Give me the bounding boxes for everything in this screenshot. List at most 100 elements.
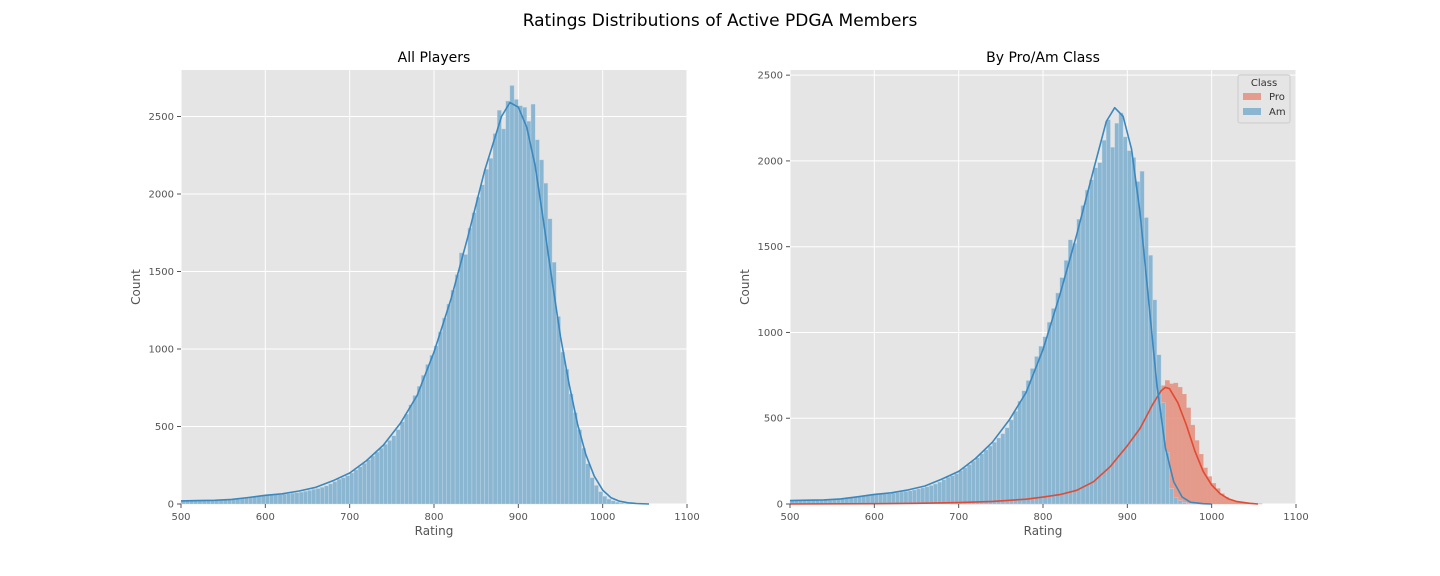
histogram-bar (1051, 308, 1056, 505)
histogram-bar (395, 429, 401, 505)
histogram-bar (526, 120, 532, 505)
x-tick-label: 700 (949, 512, 968, 523)
histogram-bar (996, 437, 1002, 505)
histogram-bar (471, 212, 477, 505)
histogram-bar (954, 473, 959, 505)
histogram-bar (1000, 433, 1006, 505)
legend-swatch-pro (1243, 93, 1261, 100)
histogram-bar (971, 460, 976, 505)
histogram-bar (1068, 239, 1073, 505)
histogram-bar (273, 494, 279, 505)
y-tick-label: 2500 (149, 112, 174, 123)
histogram-bar (1013, 411, 1018, 505)
histogram-bar (404, 413, 409, 505)
histogram-bar (924, 486, 930, 505)
histogram-bar (438, 331, 443, 505)
histogram-bar (1118, 112, 1124, 505)
histogram-bar (1042, 336, 1048, 505)
histogram-bar (311, 489, 317, 505)
x-tick-label: 1100 (1283, 512, 1308, 523)
histogram-bar (1063, 260, 1069, 505)
histogram-bar (408, 404, 414, 505)
histogram-bar (1106, 119, 1111, 505)
histogram-bar (1030, 368, 1035, 505)
histogram-bar (332, 481, 338, 505)
figure-suptitle: Ratings Distributions of Active PDGA Mem… (523, 11, 918, 31)
legend-label-pro: Pro (1269, 92, 1285, 103)
histogram-bar (861, 495, 867, 505)
histogram-bar (920, 487, 926, 505)
histogram-bar (1181, 502, 1187, 505)
y-tick-label: 2000 (758, 156, 783, 167)
histogram-bar (895, 492, 900, 505)
histogram-bar (874, 494, 879, 505)
y-tick-label: 500 (155, 422, 174, 433)
histogram-bar (912, 489, 917, 505)
histogram-bar (501, 128, 506, 505)
histogram-bar (983, 449, 989, 505)
histogram-bar (564, 368, 570, 505)
histogram-bar (1101, 140, 1107, 505)
histogram-bar (1047, 321, 1052, 505)
histogram-bar (492, 133, 498, 505)
histogram-bar (433, 345, 439, 505)
histogram-bar (610, 500, 616, 505)
histogram-bar (1194, 440, 1200, 505)
histogram-bar (518, 105, 523, 505)
histogram-bar (1131, 157, 1136, 505)
histogram-bar (1165, 452, 1170, 505)
histogram-bar (615, 501, 620, 505)
histogram-bar (256, 495, 262, 505)
x-tick-label: 1000 (590, 512, 615, 523)
kde-line-am (789, 106, 1212, 505)
histogram-bar (277, 494, 283, 505)
histogram-bar (353, 469, 359, 505)
histogram-bar (315, 488, 321, 505)
histogram-bar (979, 453, 985, 505)
histogram-bar (1097, 162, 1103, 505)
histogram-bar (560, 351, 565, 505)
histogram-bar (286, 493, 291, 505)
histogram-bar (366, 459, 371, 505)
y-tick-label: 2500 (758, 71, 783, 82)
histogram-bar (522, 106, 527, 505)
histogram-bar (349, 472, 355, 505)
histogram-bar (442, 317, 447, 505)
histogram-bar (488, 158, 494, 505)
histogram-bar (260, 495, 266, 505)
histogram-bar (1034, 356, 1039, 505)
histogram-bar (425, 364, 430, 505)
histogram-bar (324, 485, 329, 505)
axes-all-players: 500 600 700 800 900 1000 110005001000150020002… (129, 50, 700, 538)
histogram-bar (962, 467, 968, 505)
histogram-bar (907, 490, 913, 505)
histogram-bar (345, 475, 350, 505)
axes-title: All Players (398, 50, 471, 66)
histogram-bar (1169, 383, 1174, 505)
histogram-bar (210, 500, 215, 505)
axes-by-pro-am-class: 500 600 700 800 900 1000 110005001000150020002… (738, 50, 1309, 538)
histogram-bar (412, 395, 418, 505)
histogram-bar (581, 448, 586, 505)
histogram-bar (374, 451, 380, 505)
histogram-bar (400, 421, 405, 505)
histogram-bar (958, 470, 964, 505)
x-tick-label: 800 (1033, 512, 1052, 523)
histogram-bar (886, 493, 892, 505)
axes-title: By Pro/Am Class (986, 50, 1100, 66)
histogram-bar (307, 490, 312, 505)
histogram-bar (244, 497, 249, 505)
x-tick-label: 1000 (1199, 512, 1224, 523)
histogram-bar (878, 493, 883, 505)
histogram-bar (928, 485, 934, 505)
histogram-bar (1004, 427, 1010, 505)
histogram-bar (387, 440, 393, 505)
histogram-bar (480, 184, 485, 505)
histogram-bar (891, 492, 896, 505)
kde-line-all (180, 101, 650, 505)
histogram-bar (463, 254, 468, 505)
histogram-bar (391, 435, 397, 505)
histogram-bar (572, 412, 578, 505)
histogram-bar (421, 375, 426, 505)
